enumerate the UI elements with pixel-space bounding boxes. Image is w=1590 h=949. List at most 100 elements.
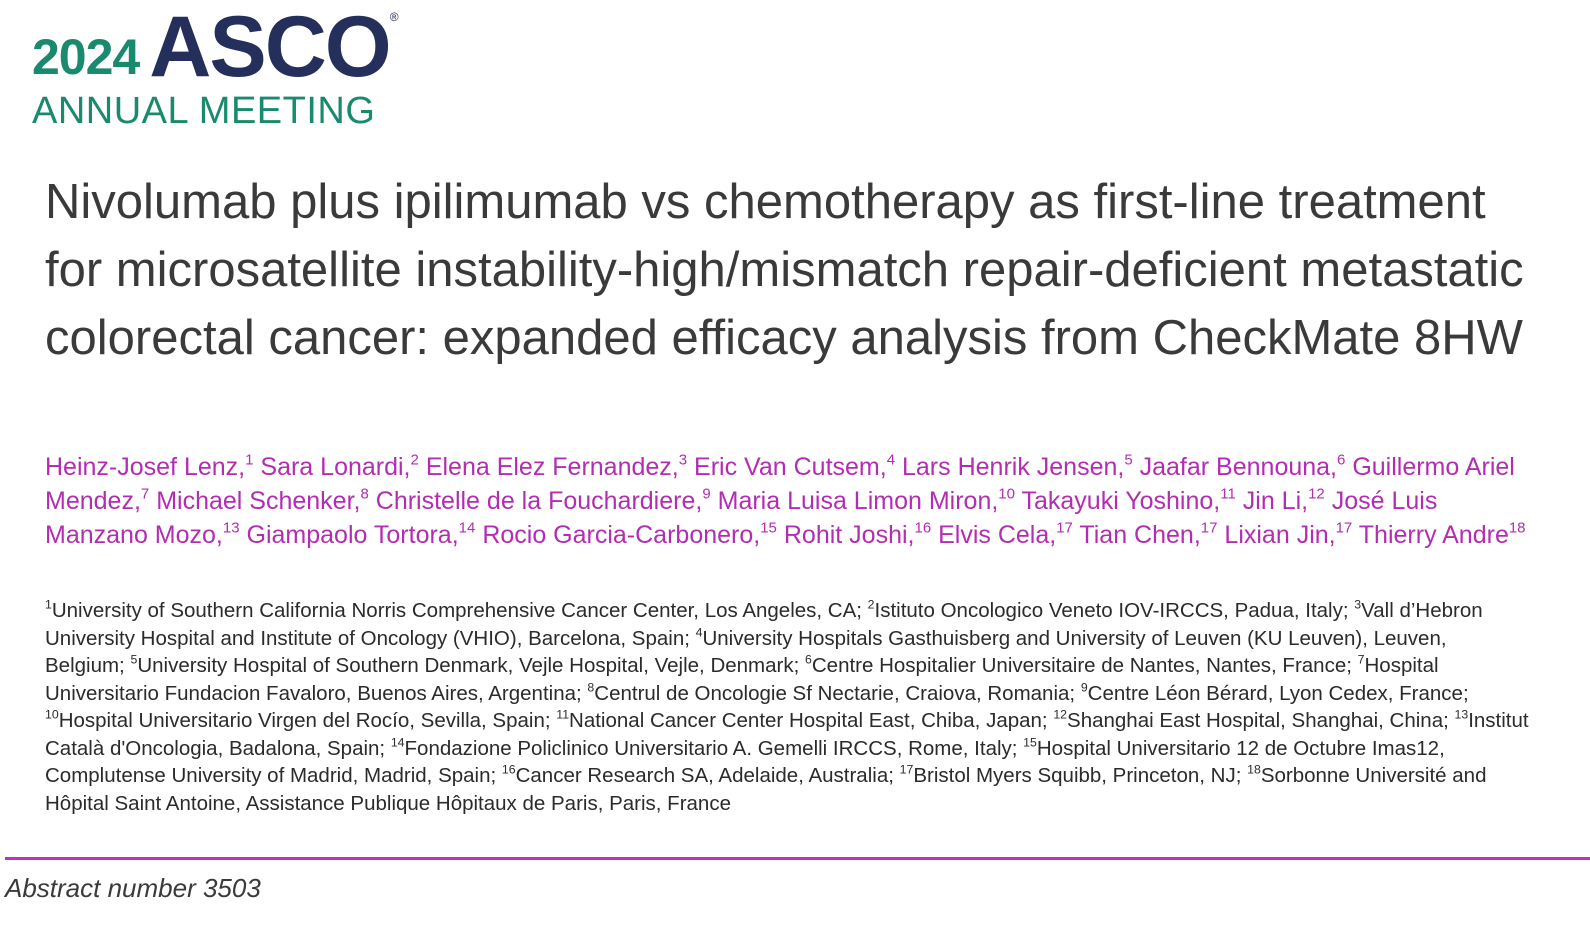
affiliation-number: 3 [1354,597,1362,612]
affiliation-text: Bristol Myers Squibb, Princeton, NJ; [913,764,1242,787]
affiliation: 5University Hospital of Southern Denmark… [130,652,800,677]
affiliation-number: 1 [45,597,52,612]
author-name: Guillermo Ariel Mendez, [45,453,1515,515]
affiliation: 2Istituto Oncologico Veneto IOV-IRCCS, P… [867,597,1349,622]
authors: Heinz-Josef Lenz,1 Sara Lonardi,2 Elena … [45,450,1535,552]
affiliation: 9Centre Léon Bérard, Lyon Cedex, France; [1080,679,1469,705]
affiliation-text: University Hospitals Gasthuisberg and Un… [45,626,1447,678]
author-name: Thierry Andre [1358,521,1509,549]
affiliation-number: 14 [390,734,405,749]
affiliation-number: 6 [805,652,812,667]
affiliation-number: 18 [1247,762,1261,777]
affiliation-text: Institut Català d'Oncologia, Badalona, S… [45,709,1529,760]
author-affiliation-number: 8 [360,485,369,503]
affiliation: 16Cancer Research SA, Adelaide, Australi… [501,762,894,787]
affiliation: 13Institut Català d'Oncologia, Badalona,… [45,708,1529,760]
affiliation: 8Centrul de Oncologie Sf Nectarie, Craio… [587,679,1076,705]
affiliation-text: Shanghai East Hospital, Shanghai, China; [1067,709,1449,732]
affiliation-text: University Hospital of Southern Denmark,… [137,654,800,677]
author: Thierry Andre18 [1358,519,1526,550]
affiliation-text: Fondazione Policlinico Universitario A. … [404,736,1018,760]
author: Christelle de la Fouchardiere,9 [375,487,711,516]
affiliation-text: Sorbonne Université and Hôpital Saint An… [45,764,1487,815]
author-affiliation-number: 12 [1308,485,1325,503]
author-name: Christelle de la Fouchardiere, [375,487,703,515]
logo-name: ASCO [149,0,391,95]
affiliation: 14Fondazione Policlinico Universitario A… [390,734,1018,760]
affiliation: 4University Hospitals Gasthuisberg and U… [45,626,1447,678]
affiliation: 15Hospital Universitario 12 de Octubre I… [45,734,1445,788]
affiliation: 3Vall d’Hebron University Hospital and I… [45,597,1483,650]
author-affiliation-number: 17 [1200,519,1218,537]
author-affiliation-number: 18 [1508,519,1526,537]
affiliation: 7Hospital Universitario Fundacion Favalo… [45,652,1439,705]
logo-subtitle: ANNUAL MEETING [32,90,376,132]
author-name: Takayuki Yoshino, [1021,487,1221,515]
affiliation-text: Hospital Universitario Virgen del Rocío,… [58,709,551,732]
author-affiliation-number: 6 [1337,451,1346,469]
author-affiliation-number: 7 [140,485,150,503]
affiliation: 18Sorbonne Université and Hôpital Saint … [45,762,1487,815]
affiliation-number: 2 [867,597,875,612]
logo-mark: ® [389,10,399,24]
affiliation-number: 5 [130,652,138,667]
divider [5,857,1590,860]
author-affiliation-number: 2 [410,451,419,469]
abstract-number: Abstract number 3503 [5,873,261,903]
author-name: Jaafar Bennouna, [1139,453,1338,481]
author-affiliation-number: 13 [222,519,240,537]
affiliation-text: Vall d’Hebron University Hospital and In… [45,599,1483,650]
author: Giampaolo Tortora,14 [246,521,476,550]
author-affiliation-number: 17 [1056,519,1073,537]
author: Takayuki Yoshino,11 [1021,487,1235,516]
affiliation-number: 12 [1053,707,1068,722]
author-name: Tian Chen, [1079,521,1201,549]
author: Maria Luisa Limon Miron,10 [718,485,1015,516]
author-affiliation-number: 10 [998,485,1015,503]
affiliation-text: Centre Léon Bérard, Lyon Cedex, France; [1087,681,1469,705]
author-affiliation-number: 4 [886,451,896,469]
affiliation-text: Hospital Universitario Fundacion Favalor… [45,654,1439,705]
author-name: Heinz-Josef Lenz, [45,453,246,481]
affiliation-text: Istituto Oncologico Veneto IOV-IRCCS, Pa… [874,599,1349,622]
affiliation-number: 15 [1023,734,1037,749]
author: Rohit Joshi,16 [784,521,931,550]
author: Michael Schenker,8 [156,485,369,516]
author-name: Lars Henrik Jensen, [902,453,1125,481]
affiliation-number: 16 [501,762,516,777]
author: Tian Chen,17 [1079,519,1218,550]
title: Nivolumab plus ipilimumab vs chemotherap… [45,175,1524,365]
affiliation-number: 17 [899,762,914,777]
author-name: Lixian Jin, [1224,521,1336,549]
affiliation-number: 8 [587,679,595,694]
author-name: Sara Lonardi, [260,453,411,481]
author-affiliation-number: 5 [1124,451,1133,469]
affiliation: 10Hospital Universitario Virgen del Rocí… [45,707,551,732]
logo: 2024 ASCO ® ANNUAL MEETING [32,4,399,130]
affiliation: 6Centre Hospitalier Universitaire de Nan… [805,652,1352,677]
author-name: Rocio Garcia-Carbonero, [482,521,761,549]
affiliation-number: 7 [1357,652,1365,667]
author: Heinz-Josef Lenz,1 [45,451,254,482]
author-affiliation-number: 3 [678,451,688,469]
author-name: Elena Elez Fernandez, [425,453,679,481]
author: Elena Elez Fernandez,3 [425,451,688,482]
affiliation-text: Centrul de Oncologie Sf Nectarie, Craiov… [594,681,1076,705]
affiliation-text: Cancer Research SA, Adelaide, Australia; [515,764,894,787]
author-affiliation-number: 1 [245,451,254,469]
affiliation-number: 9 [1080,679,1088,694]
affiliation: 1University of Southern California Norri… [45,597,862,622]
affiliation-text: Hospital Universitario 12 de Octubre Ima… [45,736,1445,788]
author: Sara Lonardi,2 [260,451,419,482]
author: Jin Li,12 [1242,485,1325,516]
affiliation-number: 10 [45,707,59,722]
author: Eric Van Cutsem,4 [694,451,896,482]
author-name: Jin Li, [1242,487,1309,515]
author: Lixian Jin,17 [1224,521,1352,550]
affiliations: 1University of Southern California Norri… [45,597,1530,817]
author-name: Giampaolo Tortora, [246,521,459,549]
author: Rocio Garcia-Carbonero,15 [482,521,777,550]
affiliation-text: Centre Hospitalier Universitaire de Nant… [811,654,1352,677]
author-name: José Luis Manzano Mozo, [45,487,1438,549]
